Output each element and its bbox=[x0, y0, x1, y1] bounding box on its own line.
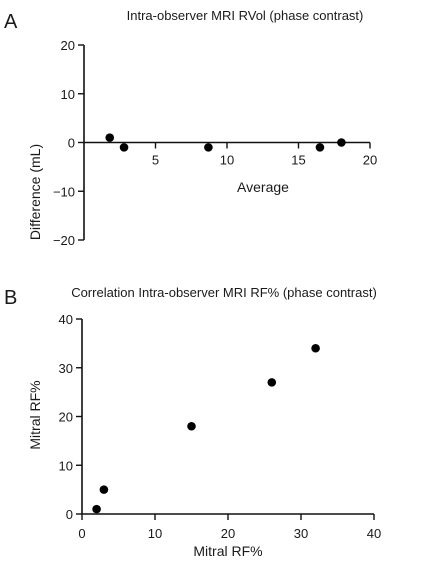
panel-b: B Correlation Intra-observer MRI RF% (ph… bbox=[4, 285, 381, 559]
chart-b-ytick-label: 10 bbox=[59, 458, 73, 473]
chart-a-xtick-label: 20 bbox=[363, 153, 377, 168]
chart-b-xtick-label: 40 bbox=[367, 526, 381, 541]
chart-a-xtick-label: 15 bbox=[291, 153, 305, 168]
chart-b-ylabel: Mitral RF% bbox=[27, 380, 43, 449]
chart-b-point bbox=[267, 378, 277, 387]
chart-b-ticks: 40 30 20 10 00 10 20 30 40 bbox=[59, 312, 382, 541]
chart-b-ytick-label: 20 bbox=[59, 410, 73, 425]
chart-a-ytick-label: −10 bbox=[53, 184, 75, 199]
chart-b-point bbox=[311, 343, 320, 353]
chart-b-points bbox=[92, 343, 320, 514]
chart-a-ytick-label: 20 bbox=[61, 38, 75, 53]
chart-a-ylabel: Difference (mL) bbox=[27, 144, 43, 240]
chart-a-xtick-label: 5 bbox=[152, 153, 159, 168]
chart-a-ytick-label: 0 bbox=[68, 136, 75, 151]
chart-b-point bbox=[99, 485, 109, 494]
chart-b-xtick-label: 10 bbox=[148, 526, 162, 541]
panel-letter-a: A bbox=[4, 11, 18, 33]
chart-b-point bbox=[92, 504, 101, 514]
chart-a-points bbox=[105, 133, 346, 152]
chart-b-ytick-label: 40 bbox=[59, 312, 73, 327]
chart-a-point bbox=[105, 133, 115, 142]
panel-letter-b: B bbox=[4, 287, 17, 309]
panel-a: A Intra-observer MRI RVol (phase contras… bbox=[4, 8, 377, 248]
chart-a-ytick-label: −20 bbox=[53, 233, 75, 248]
chart-b-ytick-label: 0 bbox=[66, 507, 73, 522]
chart-a-point bbox=[204, 143, 213, 152]
chart-b-xtick-label: 20 bbox=[221, 526, 235, 541]
chart-a-xlabel: Average bbox=[237, 179, 289, 195]
chart-a-ytick-label: 10 bbox=[61, 87, 75, 102]
chart-b-title: Correlation Intra-observer MRI RF% (phas… bbox=[71, 285, 377, 300]
chart-a-ticks: 20 10 0 −10 −20 5 10 15 20 bbox=[53, 38, 377, 248]
chart-b-point bbox=[187, 421, 196, 431]
chart-a-point bbox=[315, 143, 325, 152]
chart-b-xlabel: Mitral RF% bbox=[193, 543, 262, 559]
chart-a-point bbox=[337, 138, 346, 147]
chart-a-point bbox=[119, 143, 129, 152]
chart-a-title: Intra-observer MRI RVol (phase contrast) bbox=[127, 8, 364, 23]
chart-a-xtick-label: 10 bbox=[220, 153, 234, 168]
chart-b-xtick-label: 0 bbox=[78, 526, 85, 541]
chart-b-axes bbox=[81, 319, 374, 515]
chart-b-xtick-label: 30 bbox=[294, 526, 308, 541]
chart-b-ytick-label: 30 bbox=[59, 361, 73, 376]
